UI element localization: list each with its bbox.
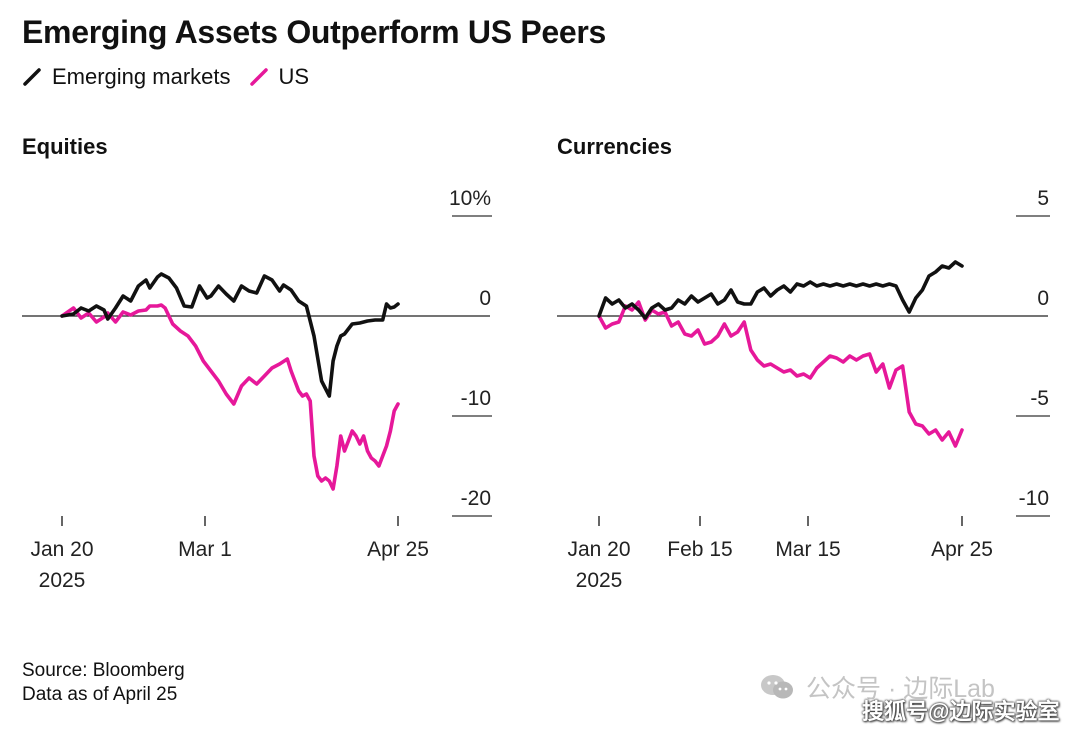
wechat-icon	[761, 675, 793, 699]
chart-title: Emerging Assets Outperform US Peers	[22, 14, 607, 50]
y-tick-label: 10%	[449, 187, 491, 210]
y-tick-label: 0	[479, 287, 491, 310]
watermark-sohu: 搜狐号@边际实验室	[862, 699, 1060, 724]
legend-label-us: US	[278, 64, 310, 89]
x-tick-label: Feb 15	[667, 538, 732, 561]
currencies-panel-title: Currencies	[557, 134, 672, 159]
legend-swatch-us	[249, 68, 268, 86]
data-date-line: Data as of April 25	[22, 684, 178, 705]
x-tick-label: Jan 20	[30, 538, 93, 561]
x-tick-label: Apr 25	[931, 538, 993, 561]
legend-swatch-emerging	[23, 68, 41, 86]
series-line-emerging	[597, 260, 964, 320]
x-tick-label: Mar 1	[178, 538, 232, 561]
y-tick-label: 5	[1037, 187, 1049, 210]
equities-panel-title: Equities	[22, 134, 108, 159]
y-tick-label: -10	[461, 387, 491, 410]
series-line-us	[60, 303, 400, 491]
legend-item-emerging: Emerging markets	[22, 64, 231, 90]
x-tick-label: Jan 20	[567, 538, 630, 561]
series-line-emerging	[60, 272, 400, 398]
y-tick-label: -10	[1019, 487, 1049, 510]
legend-item-us: US	[249, 64, 310, 90]
source-line: Source: Bloomberg	[22, 660, 185, 681]
y-tick-label: 0	[1037, 287, 1049, 310]
y-tick-label: -20	[461, 487, 491, 510]
legend: Emerging markets US	[22, 64, 327, 90]
x-tick-label: Apr 25	[367, 538, 429, 561]
x-year-label: 2025	[39, 569, 86, 592]
series-line-us	[597, 300, 964, 448]
y-tick-label: -5	[1030, 387, 1049, 410]
x-year-label: 2025	[576, 569, 623, 592]
source-note: Source: Bloomberg Data as of April 25	[22, 659, 185, 707]
watermark-wechat: 公众号 · 边际Lab	[760, 669, 995, 705]
legend-label-emerging: Emerging markets	[52, 64, 231, 89]
x-tick-label: Mar 15	[775, 538, 840, 561]
watermark-text-1: 公众号 · 边际Lab	[806, 675, 995, 703]
